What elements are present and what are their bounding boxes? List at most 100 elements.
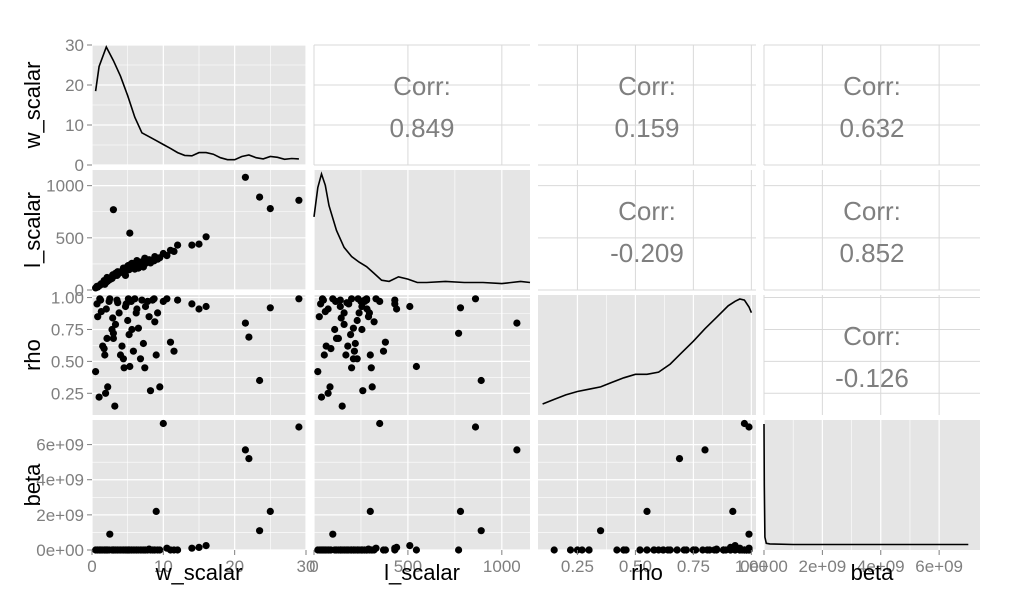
scatter-point [188, 300, 196, 308]
scatter-point [351, 339, 359, 348]
scatter-point [354, 295, 362, 303]
scatter-point [367, 364, 375, 372]
scatter-point [104, 383, 112, 391]
panel-3-1 [314, 420, 530, 550]
scatter-point [613, 546, 621, 554]
scatter-point [343, 299, 351, 307]
scatter-point [675, 455, 684, 463]
scatter-point [412, 546, 420, 554]
scatter-point [393, 543, 401, 552]
corr-panel [764, 170, 980, 290]
scatter-point [124, 295, 132, 303]
scatter-point [340, 320, 348, 328]
scatter-point [96, 281, 104, 289]
scatter-point [96, 295, 104, 303]
x-tick-label: 20 [225, 557, 244, 576]
scatter-point [350, 347, 358, 355]
scatter-point [170, 546, 178, 554]
scatter-point [241, 173, 249, 181]
scatter-point [622, 546, 630, 554]
corr-panel [764, 295, 980, 415]
corr-value: -0.126 [835, 363, 909, 393]
scatter-point [141, 546, 149, 554]
scatter-point [152, 507, 160, 515]
scatter-point [393, 305, 401, 313]
scatter-point [682, 546, 691, 554]
corr-value: 0.852 [839, 238, 904, 268]
scatter-point [331, 325, 339, 334]
scatter-point [188, 241, 196, 249]
scatter-point [136, 355, 145, 363]
scatter-point [365, 546, 373, 554]
y-tick-label: 0 [75, 281, 84, 300]
scatter-point [477, 527, 485, 535]
corr-label: Corr: [618, 71, 676, 101]
y-tick-label: 1.00 [51, 289, 84, 308]
corr-label: Corr: [843, 71, 901, 101]
scatter-point [131, 295, 139, 303]
x-tick-label: 0.50 [619, 557, 652, 576]
scatter-point [166, 338, 175, 346]
panel-1-1 [314, 170, 530, 290]
scatter-point [121, 271, 130, 279]
scatter-point [324, 546, 332, 554]
y-tick-label: 30 [65, 36, 84, 55]
scatter-point [134, 324, 142, 332]
scatter-point [729, 507, 737, 515]
scatter-point [114, 299, 122, 307]
scatter-point [154, 309, 162, 317]
scatter-point [513, 446, 521, 454]
scatter-point [318, 546, 327, 554]
scatter-point [150, 295, 158, 303]
scatter-point [471, 295, 480, 303]
scatter-point [365, 309, 373, 317]
y-axis-title-beta: beta [20, 463, 45, 507]
scatter-point [342, 351, 350, 359]
scatter-point [139, 339, 147, 348]
scatter-point [366, 507, 374, 515]
scatter-point [353, 316, 361, 325]
scatter-point [643, 546, 651, 554]
scatter-point [266, 205, 274, 213]
scatter-point [314, 368, 322, 376]
corr-panel [538, 45, 756, 165]
scatter-point [133, 257, 141, 265]
scatter-point [174, 296, 182, 304]
panel-2-1 [314, 295, 530, 415]
scatter-point [566, 546, 575, 554]
scatter-point [111, 320, 120, 328]
scatter-point [366, 351, 374, 359]
scatter-point [349, 355, 357, 363]
scatter-point [636, 546, 644, 554]
x-tick-label: 2e+09 [799, 557, 847, 576]
corr-label: Corr: [618, 196, 676, 226]
corr-panel [314, 45, 530, 165]
scatter-point [315, 313, 323, 321]
scatter-point [146, 387, 155, 395]
scatter-point [738, 546, 746, 554]
scatter-point [376, 419, 384, 428]
y-axis-title-l_scalar: l_scalar [20, 192, 45, 268]
scatter-point [406, 302, 414, 311]
scatter-point [317, 393, 326, 401]
scatter-point [188, 544, 196, 552]
scatter-point [719, 546, 728, 554]
panel-3-2 [538, 420, 756, 550]
scatter-point [597, 527, 605, 535]
scatter-point [359, 387, 367, 395]
scatter-point [145, 313, 153, 321]
scatter-point [195, 305, 203, 313]
x-axis-title-rho: rho [631, 560, 663, 585]
y-tick-label: 0 [75, 156, 84, 175]
scatter-point [133, 305, 141, 313]
x-axis-title-l_scalar: l_scalar [384, 560, 460, 585]
y-tick-label: 0.25 [51, 384, 84, 403]
scatter-point [336, 546, 344, 554]
scatter-point [355, 309, 363, 317]
scatter-point [105, 297, 113, 305]
scatter-point [368, 383, 376, 391]
scatter-point [170, 247, 178, 255]
scatter-point [456, 304, 465, 312]
scatter-point [471, 423, 480, 431]
